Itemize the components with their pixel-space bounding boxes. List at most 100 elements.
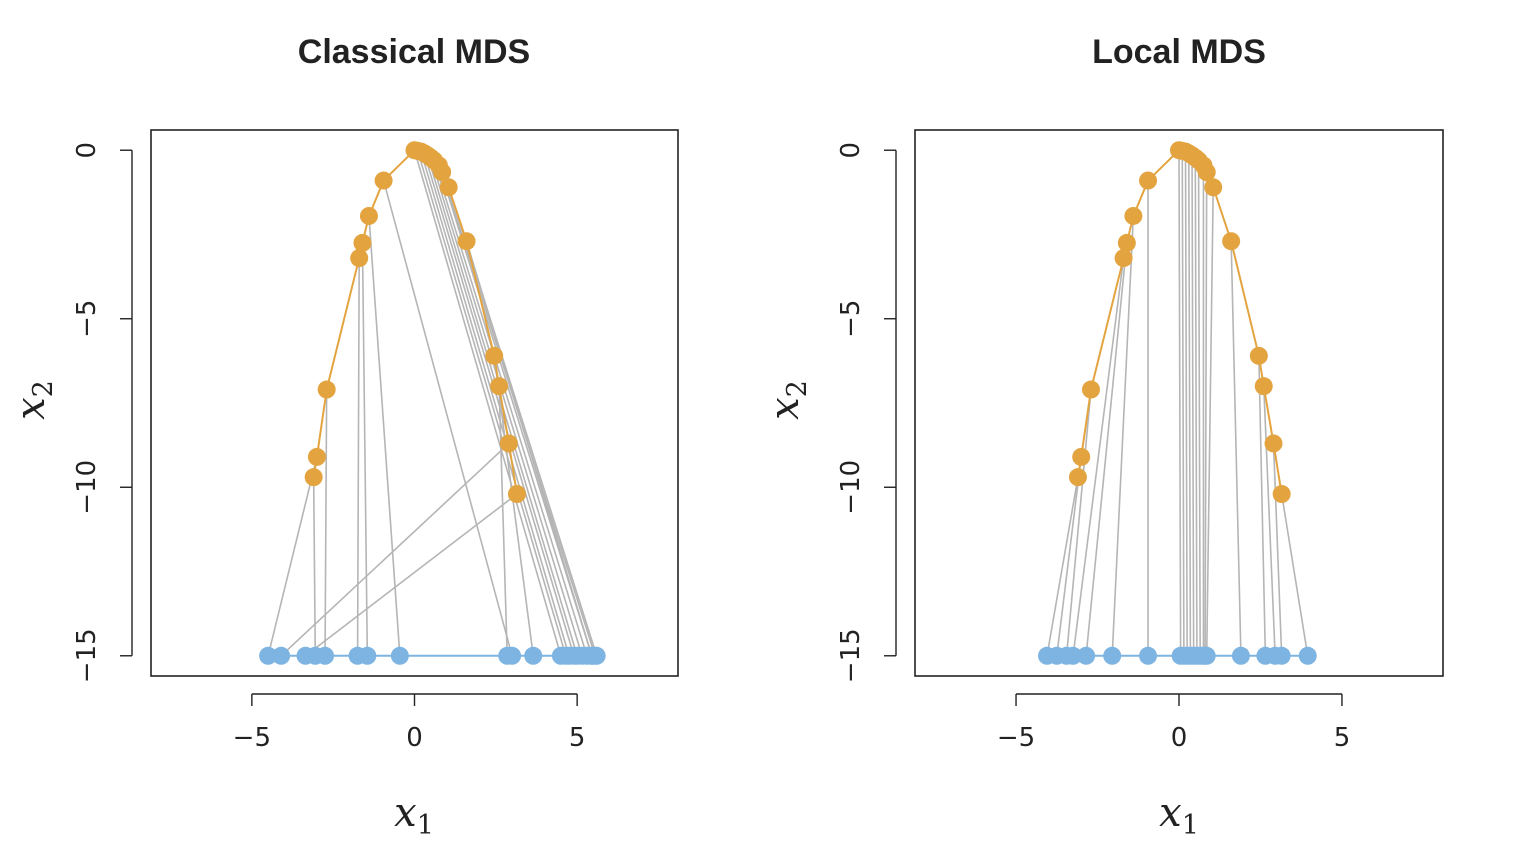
curve-point xyxy=(433,163,452,182)
x-tick-label: 5 xyxy=(1334,723,1351,753)
connector-line xyxy=(1072,257,1125,656)
connector-line xyxy=(413,149,562,657)
connector-line xyxy=(433,160,588,657)
connector-line xyxy=(1065,389,1092,656)
curve-point xyxy=(1204,178,1223,197)
y-axis: 0 −5 −10 −15 xyxy=(836,142,897,683)
connector-line xyxy=(324,389,328,656)
y-axis: 0 −5 −10 −15 xyxy=(72,142,133,683)
line-point xyxy=(1077,646,1096,665)
y-axis-label: x2 xyxy=(762,380,813,420)
y-tick-label: −15 xyxy=(836,628,866,683)
connector-line xyxy=(498,386,509,656)
curve-point xyxy=(1264,434,1283,453)
curve-point xyxy=(507,485,526,503)
y-tick-label: −5 xyxy=(836,300,866,338)
curve-point xyxy=(359,206,378,225)
connector-lines xyxy=(1046,150,1309,656)
line-point xyxy=(390,646,409,665)
line-point xyxy=(1298,646,1317,665)
line-point xyxy=(1197,646,1216,665)
curve-point xyxy=(490,377,509,396)
curve-point xyxy=(1272,485,1291,503)
connector-line xyxy=(1194,157,1198,656)
x-axis-label: x1 xyxy=(1159,790,1199,841)
curve-point xyxy=(1068,468,1087,487)
chart-title: Local MDS xyxy=(1092,33,1266,71)
data-points xyxy=(1038,141,1317,665)
x-tick-label: 0 xyxy=(406,723,423,753)
line-point xyxy=(358,646,377,665)
curve-point xyxy=(304,468,323,487)
x-tick-label: 0 xyxy=(1171,723,1188,753)
y-tick-label: 0 xyxy=(836,142,866,159)
x-axis-label: x1 xyxy=(394,790,434,841)
curve-point xyxy=(499,434,518,453)
line-point xyxy=(1103,646,1122,665)
connector-line xyxy=(1184,151,1188,656)
curve-point xyxy=(1114,249,1133,268)
curve-series-line xyxy=(312,149,518,495)
plot-frame xyxy=(914,129,1444,677)
line-point xyxy=(296,646,315,665)
connector-line xyxy=(1197,160,1201,656)
curve-point xyxy=(1197,163,1216,182)
connector-line xyxy=(267,456,318,656)
connector-line xyxy=(1181,150,1185,656)
connector-line xyxy=(1272,443,1283,656)
connector-line xyxy=(1204,172,1208,656)
connector-line xyxy=(1085,242,1128,656)
connector-line xyxy=(1178,150,1182,656)
data-points xyxy=(259,141,606,665)
curve-point xyxy=(1249,346,1268,365)
curve-point xyxy=(1222,232,1241,251)
connector-line xyxy=(420,151,570,657)
y-axis-label: x2 xyxy=(8,380,59,420)
line-point xyxy=(1064,646,1083,665)
connector-line xyxy=(493,355,535,656)
curve-point xyxy=(1139,171,1158,190)
line-point xyxy=(582,646,601,665)
curve-point xyxy=(374,171,393,190)
chart-title: Classical MDS xyxy=(298,33,530,71)
curve-point xyxy=(1072,447,1091,466)
x-tick-label: −5 xyxy=(997,723,1035,753)
connector-line xyxy=(1187,153,1192,656)
connector-line xyxy=(1046,477,1079,656)
x-tick-label: 5 xyxy=(569,723,586,753)
connector-lines xyxy=(267,149,598,657)
connector-line xyxy=(1191,155,1195,656)
line-point xyxy=(1231,646,1250,665)
x-axis: −5 0 5 xyxy=(997,693,1351,753)
y-tick-label: −5 xyxy=(72,300,102,338)
connector-line xyxy=(1258,355,1267,656)
connector-line xyxy=(1205,187,1215,656)
x-tick-label: −5 xyxy=(233,723,271,753)
connector-line xyxy=(1230,241,1242,656)
connector-line xyxy=(1055,456,1083,656)
panel-classical-mds: Classical MDS −5 0 5 0 −5 −10 −15 x1 x2 xyxy=(8,33,679,841)
series-lines xyxy=(1047,149,1308,657)
curve-point xyxy=(1082,380,1100,399)
curve-point xyxy=(307,447,326,466)
curve-point xyxy=(485,346,504,365)
connector-line xyxy=(305,493,518,657)
y-tick-label: 0 xyxy=(72,142,102,159)
line-point xyxy=(316,646,335,665)
line-point xyxy=(498,646,517,665)
connector-line xyxy=(368,215,401,656)
curve-point xyxy=(1117,233,1136,252)
line-point xyxy=(272,646,291,665)
curve-point xyxy=(1124,206,1143,225)
curve-point xyxy=(317,380,336,399)
y-tick-label: −10 xyxy=(72,460,102,515)
line-point xyxy=(259,646,278,665)
y-tick-label: −15 xyxy=(72,628,102,683)
connector-line xyxy=(382,180,513,656)
connector-line xyxy=(312,477,317,656)
connector-line xyxy=(280,442,510,657)
connector-line xyxy=(465,240,593,657)
y-tick-label: −10 xyxy=(836,460,866,515)
connector-line xyxy=(1262,386,1276,656)
